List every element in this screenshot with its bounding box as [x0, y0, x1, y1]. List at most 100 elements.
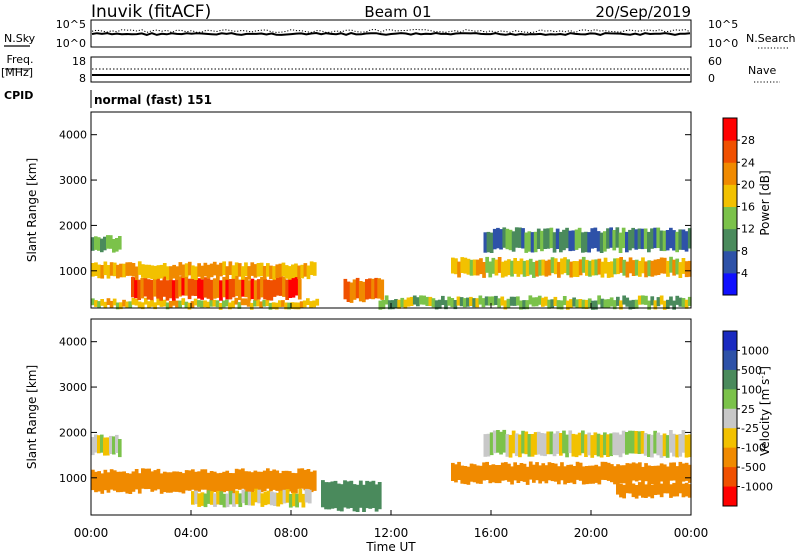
velocity-cell: [492, 430, 497, 454]
velocity-cell: [141, 468, 145, 489]
velocity-cell: [499, 431, 503, 455]
velocity-cell: [681, 483, 686, 498]
power-cell: [512, 296, 517, 306]
velocity-cell: [497, 465, 502, 484]
velocity-cell: [500, 462, 505, 481]
power-cell: [225, 266, 230, 280]
power-cell: [591, 300, 595, 310]
power-cell: [259, 262, 264, 277]
power-cell: [200, 265, 205, 280]
power-cell: [137, 301, 142, 309]
power-cell: [299, 301, 304, 309]
power-cell: [650, 260, 655, 277]
power-cell: [672, 230, 676, 251]
power-cell: [637, 228, 642, 249]
power-cell: [377, 278, 381, 299]
power-cell: [166, 266, 170, 280]
power-cell: [425, 296, 430, 306]
power-cell: [525, 260, 530, 277]
power-cell: [562, 229, 566, 251]
power-cell: [615, 227, 620, 248]
power-cell: [681, 258, 686, 274]
velocity-cell: [687, 464, 692, 483]
velocity-cell: [578, 462, 583, 481]
power-cell: [431, 298, 436, 308]
power-cell: [481, 298, 486, 308]
velocity-cell: [200, 469, 205, 490]
velocity-cell: [212, 471, 217, 493]
velocity-cell: [352, 484, 357, 512]
velocity-cell: [235, 490, 239, 505]
velocity-cell: [631, 483, 636, 498]
velocity-cell: [496, 430, 500, 453]
power-cell: [194, 275, 198, 296]
power-cell: [374, 277, 378, 299]
velocity-cell: [571, 433, 576, 457]
velocity-cell: [119, 471, 123, 493]
power-cell: [106, 265, 111, 279]
power-colorbar-tick-label-3: 16: [741, 201, 755, 214]
power-cell: [659, 257, 664, 274]
cpid-panel: CPID normal (fast) 151: [4, 89, 212, 108]
power-cell: [681, 298, 686, 308]
power-cell: [221, 300, 226, 308]
power-cell: [494, 295, 498, 305]
power-cell: [116, 264, 120, 279]
velocity-cell: [336, 483, 341, 511]
power-cell: [216, 277, 220, 298]
velocity-cell: [593, 432, 598, 456]
velocity-cell: [596, 433, 601, 457]
velocity-cell: [572, 466, 577, 485]
velocity-cell: [209, 491, 214, 505]
power-cell: [486, 231, 491, 253]
velocity-cell: [91, 469, 95, 491]
velocity-cell: [454, 464, 458, 483]
velocity-cell: [253, 470, 258, 491]
power-cell: [581, 256, 586, 273]
power-cell: [505, 228, 510, 250]
power-cell: [572, 297, 576, 307]
velocity-cell: [273, 492, 277, 506]
velocity-cell: [374, 484, 379, 512]
power-band-1: [131, 275, 302, 301]
power-band-2: [91, 261, 317, 281]
power-cell: [533, 231, 538, 253]
power-cell: [666, 260, 670, 277]
velocity-cell: [486, 433, 491, 457]
velocity-cell: [514, 433, 519, 457]
velocity-cell: [675, 434, 679, 458]
power-cell: [612, 300, 617, 310]
power-cell: [503, 300, 508, 310]
velocity-cell: [612, 432, 617, 456]
power-cell: [662, 257, 667, 274]
power-cell: [453, 300, 458, 310]
power-cell: [678, 262, 683, 278]
power-cell: [507, 259, 511, 276]
velocity-colorbar-tick-label-5: -100: [741, 442, 766, 455]
velocity-cell: [200, 492, 205, 506]
power-cell: [441, 295, 445, 305]
power-cell: [391, 300, 395, 310]
power-cell: [241, 276, 245, 297]
velocity-cell: [300, 468, 305, 489]
velocity-colorbar-label-close: ]: [758, 366, 772, 371]
beam-title: Beam 01: [364, 3, 431, 21]
velocity-cell: [628, 463, 633, 482]
power-cell: [566, 300, 570, 310]
velocity-cell: [460, 465, 465, 484]
velocity-cell: [169, 472, 173, 493]
velocity-cell: [355, 484, 360, 512]
power-cell: [91, 237, 95, 251]
velocity-cell: [197, 471, 201, 492]
velocity-cell: [91, 437, 95, 456]
power-cell: [549, 227, 554, 249]
cpid-label: CPID: [4, 89, 33, 102]
power-cell: [409, 296, 414, 306]
power-cell: [569, 299, 573, 309]
power-cell: [497, 257, 502, 273]
power-band-5: [451, 256, 692, 278]
velocity-cell: [368, 481, 373, 509]
velocity-cell: [203, 493, 208, 508]
velocity-cell: [343, 480, 347, 508]
power-cell: [625, 231, 629, 253]
